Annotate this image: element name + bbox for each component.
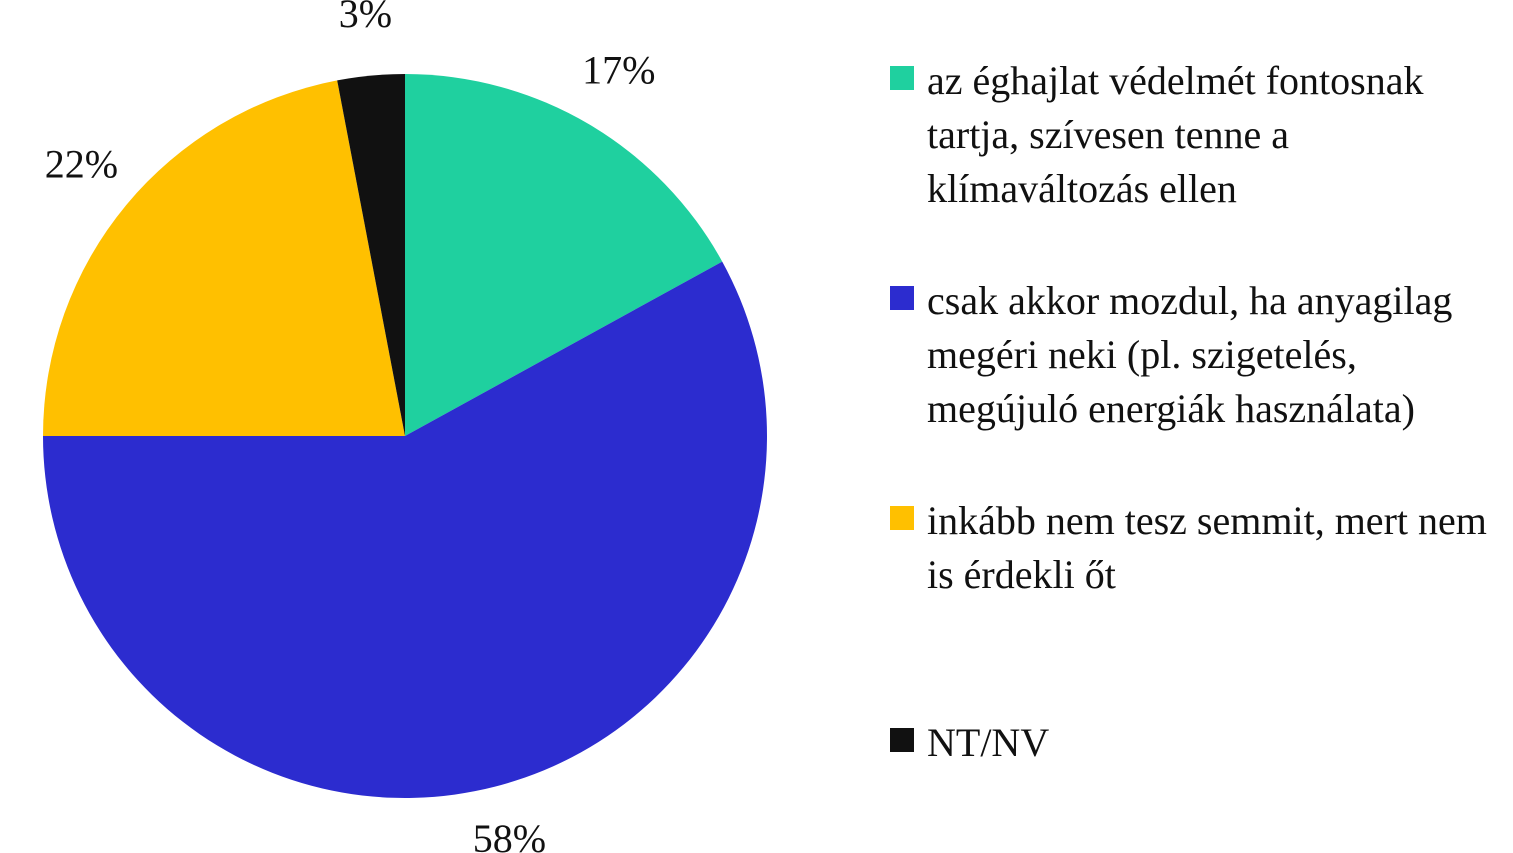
legend-item: csak akkor mozdul, ha anyagilag megéri n… <box>890 274 1510 436</box>
legend-item: inkább nem tesz semmit, mert nem is érde… <box>890 494 1510 602</box>
data-label: 22% <box>45 141 118 186</box>
pie-slice <box>43 80 405 436</box>
legend-label: NT/NV <box>927 720 1050 765</box>
legend-label: csak akkor mozdul, ha anyagilag megéri n… <box>927 278 1453 431</box>
pie-slice <box>337 74 405 436</box>
legend-label: inkább nem tesz semmit, mert nem is érde… <box>927 498 1487 597</box>
data-label: 17% <box>582 48 655 93</box>
chart: 17% 58% 22% 3% <box>43 0 767 853</box>
legend-swatch <box>890 286 914 310</box>
data-label: 58% <box>473 816 546 853</box>
pie-slice <box>43 261 767 798</box>
legend-swatch <box>890 506 914 530</box>
legend-item: NT/NV <box>890 716 1510 770</box>
legend-label: az éghajlat védelmét fontosnak tartja, s… <box>927 58 1424 211</box>
data-label: 3% <box>339 0 392 36</box>
pie-slice <box>405 74 723 436</box>
legend-item: az éghajlat védelmét fontosnak tartja, s… <box>890 54 1510 216</box>
legend-swatch <box>890 728 914 752</box>
legend-swatch <box>890 66 914 90</box>
